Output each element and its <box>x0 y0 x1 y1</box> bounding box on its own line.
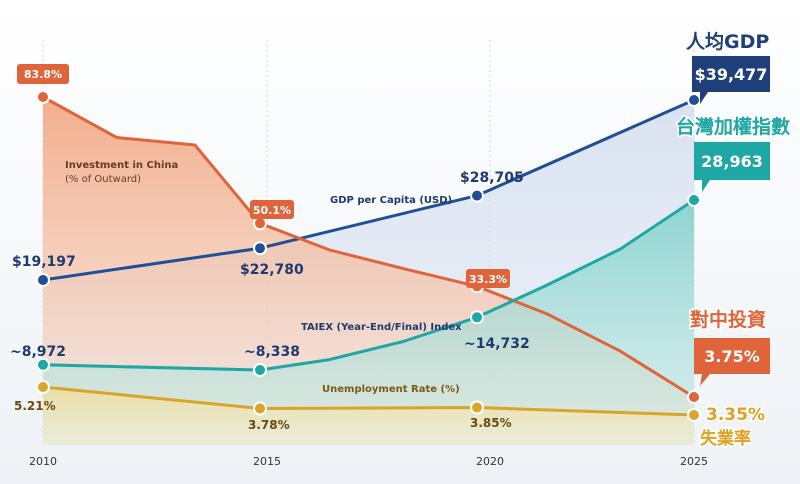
unemp-point-2025 <box>687 408 701 422</box>
taiex-area <box>43 200 694 445</box>
unemp-point-2020 <box>470 400 484 415</box>
china-point-2010 <box>36 90 50 104</box>
unemployment-label-2010: 5.21% <box>14 399 56 413</box>
taiex-point-2010 <box>36 357 50 372</box>
gdp-point-2020 <box>470 188 484 203</box>
taiex-point-2025 <box>687 193 701 207</box>
taiex-line <box>42 198 695 372</box>
china-label-2015: 50.1% <box>253 204 291 217</box>
china-title-cn: 對中投資 <box>690 308 766 331</box>
unemp-point-2010 <box>36 380 50 394</box>
unemp-point-2015 <box>253 401 267 416</box>
china-line <box>42 95 695 399</box>
china-point-2015 <box>253 216 267 231</box>
gdp-end-value: $39,477 <box>695 65 768 84</box>
x-tick-2020: 2020 <box>476 455 504 468</box>
taiex-series-name: TAIEX (Year-End/Final) Index <box>301 322 462 333</box>
gdp-point-2010 <box>36 273 50 287</box>
china-series-subtitle: (% of Outward) <box>65 174 141 185</box>
gdp-line <box>42 98 695 282</box>
gdp-label-2015: $22,780 <box>240 262 304 278</box>
taiex-title-cn: 台灣加權指數 <box>676 115 790 138</box>
china-label-box-2010 <box>17 64 69 84</box>
unemployment-title-cn: 失業率 <box>700 428 751 449</box>
gdp-title-cn: 人均GDP <box>686 30 769 53</box>
china-label-box-2015 <box>250 200 294 219</box>
taiex-label-2020: ~14,732 <box>464 336 530 352</box>
taiex-point-2015 <box>253 363 267 377</box>
x-tick-2025: 2025 <box>680 455 708 468</box>
china-end-box <box>694 338 770 386</box>
china-point-2025 <box>687 390 701 404</box>
china-label-box-2020 <box>466 269 510 288</box>
unemployment-line <box>42 385 695 417</box>
taiex-label-2010: ~8,972 <box>10 344 66 360</box>
gdp-label-2010: $19,197 <box>12 254 76 270</box>
taiex-end-value: 28,963 <box>701 152 763 171</box>
gdp-label-2020: $28,705 <box>460 170 524 186</box>
unemployment-end-value: 3.35% <box>706 405 765 425</box>
gdp-series-name: GDP per Capita (USD) <box>330 195 452 206</box>
x-tick-2010: 2010 <box>29 455 57 468</box>
taiex-point-2020 <box>470 310 484 325</box>
china-series-name: Investment in China <box>65 160 178 171</box>
gdp-point-2015 <box>253 241 267 256</box>
unemployment-label-2020: 3.85% <box>470 416 512 430</box>
gdp-point-2025 <box>687 93 701 107</box>
unemployment-series-name: Unemployment Rate (%) <box>322 384 460 395</box>
china-label-2020: 33.3% <box>469 273 507 286</box>
taiex-end-box <box>694 142 770 192</box>
unemployment-area <box>43 387 694 445</box>
china-label-2010: 83.8% <box>24 68 62 81</box>
gdp-end-box <box>692 56 770 104</box>
unemployment-label-2015: 3.78% <box>248 418 290 432</box>
taiex-label-2015: ~8,338 <box>244 344 300 360</box>
china-end-value: 3.75% <box>704 347 760 366</box>
x-tick-2015: 2015 <box>253 455 281 468</box>
